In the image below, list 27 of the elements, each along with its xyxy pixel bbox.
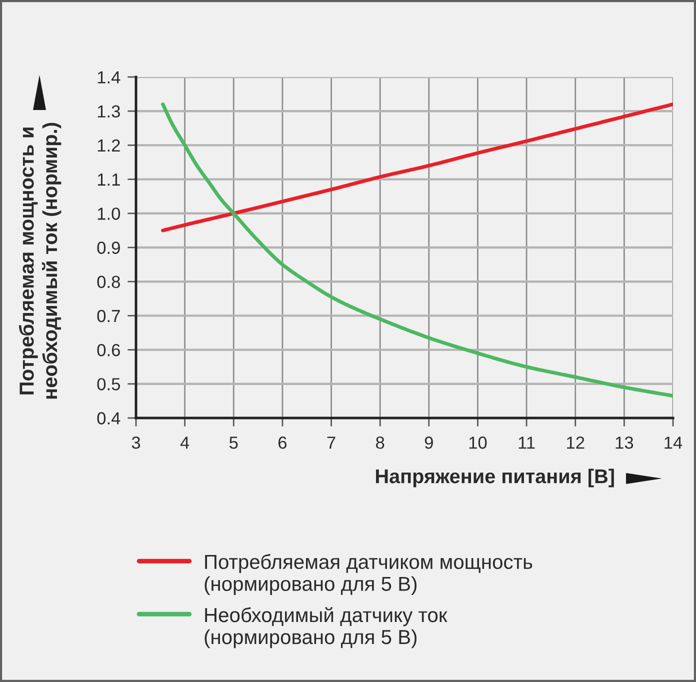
y-tick-label: 0.8 bbox=[97, 276, 120, 288]
x-tick-label: 9 bbox=[424, 436, 433, 449]
y-tick-label: 1.2 bbox=[98, 139, 120, 152]
y-tick-label: 0.6 bbox=[97, 344, 120, 356]
y-tick-label: 1.1 bbox=[98, 174, 120, 186]
x-tick-label: 8 bbox=[376, 436, 384, 449]
x-tick-label: 10 bbox=[469, 436, 487, 449]
x-axis-title: Напряжение питания [В] bbox=[376, 468, 614, 488]
x-tick-label: 11 bbox=[518, 436, 535, 449]
y-tick-label: 0.5 bbox=[97, 378, 120, 390]
x-tick-label: 3 bbox=[132, 436, 140, 449]
y-axis-title: Потребляемая мощность и необходимый ток (нормир.) bbox=[18, 122, 62, 399]
y-tick-label: 1.4 bbox=[98, 71, 120, 84]
x-tick-label: 14 bbox=[664, 436, 682, 449]
x-tick-label: 4 bbox=[180, 436, 190, 449]
x-tick-label: 13 bbox=[616, 436, 634, 449]
y-tick-label: 0.7 bbox=[97, 310, 120, 322]
legend-label: Потребляемая датчиком мощность (нормировано для 5 В) bbox=[204, 554, 532, 595]
y-tick-label: 1.0 bbox=[98, 208, 120, 220]
y-tick-label: 0.9 bbox=[97, 242, 120, 254]
x-tick-label: 7 bbox=[327, 436, 336, 449]
x-tick-label: 6 bbox=[278, 436, 287, 449]
x-tick-label: 5 bbox=[230, 436, 238, 449]
x-tick-label: 12 bbox=[567, 436, 584, 449]
legend-label: Необходимый датчику ток (нормировано для 5 В) bbox=[204, 607, 448, 648]
y-tick-label: 0.4 bbox=[97, 412, 120, 424]
y-tick-label: 1.3 bbox=[98, 105, 120, 118]
